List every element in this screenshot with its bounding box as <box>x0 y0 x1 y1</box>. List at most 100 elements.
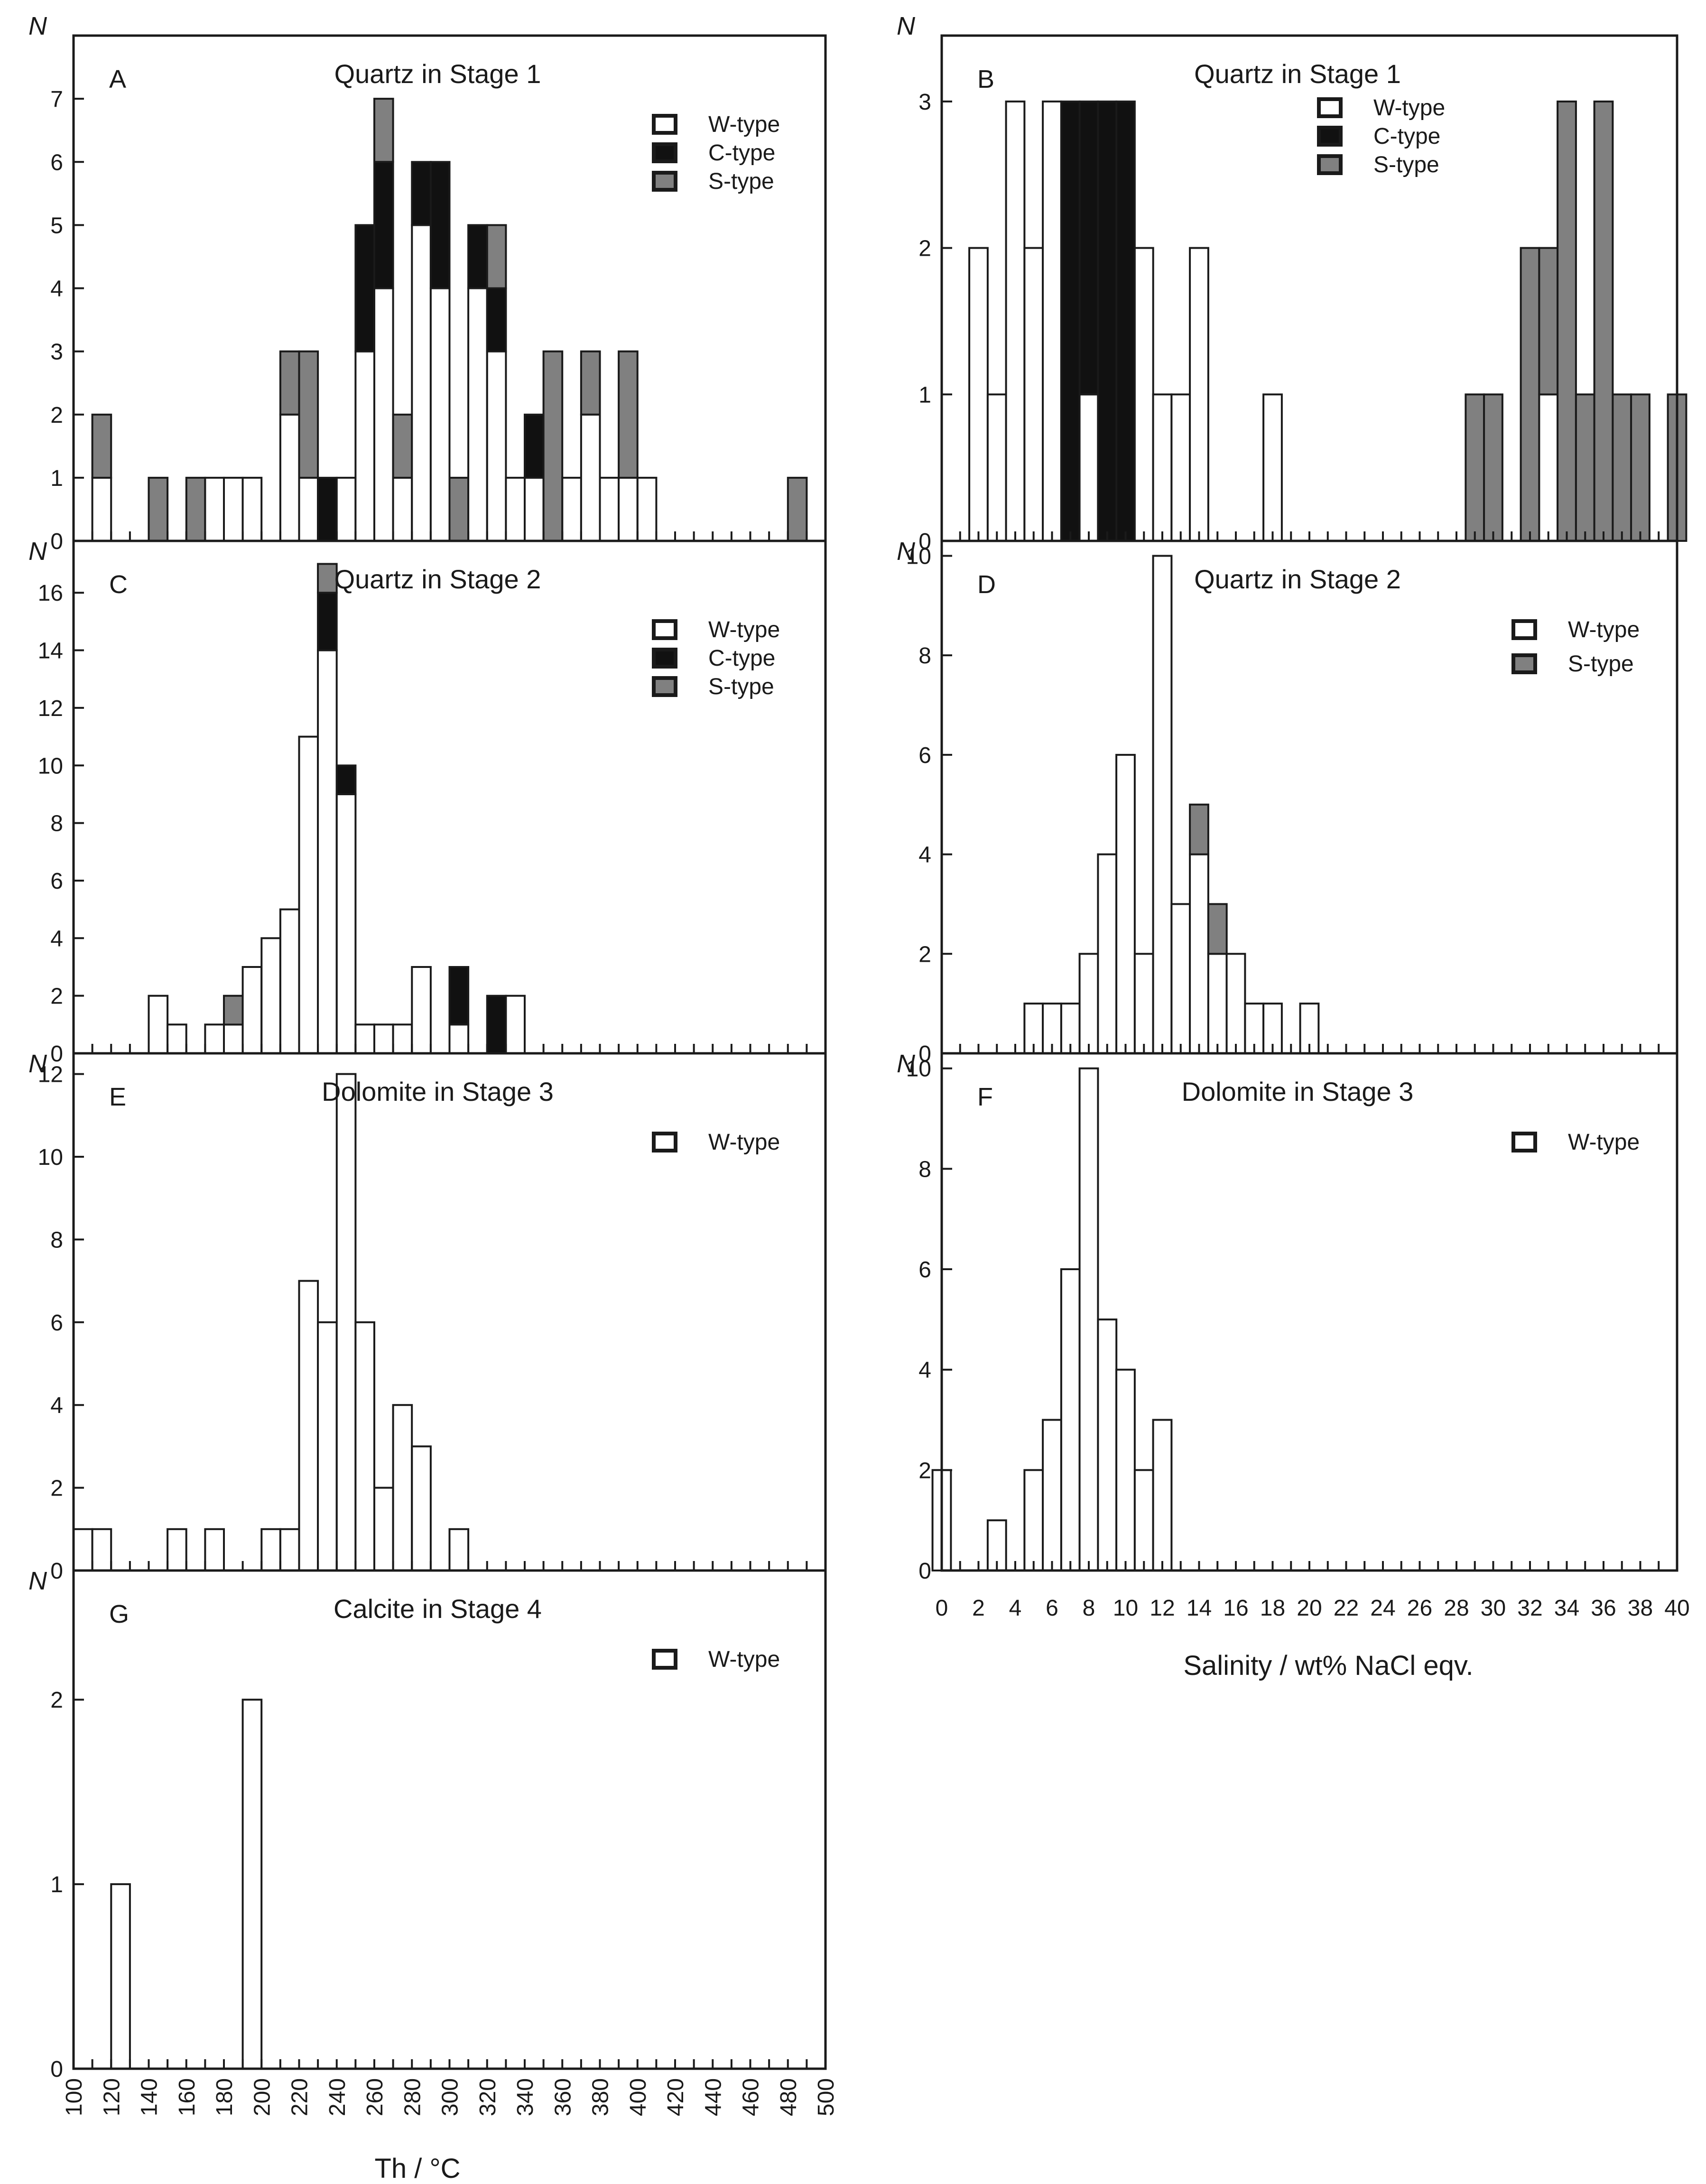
legend-swatch-a-c-type <box>652 142 677 163</box>
y-tick-label-b-3: 3 <box>918 90 931 115</box>
bar-c-240-c-type <box>335 764 357 796</box>
x-tick-label-th-340: 340 <box>513 2078 538 2116</box>
bar-a-340-w-type <box>524 476 545 542</box>
y-tick-label-a-3: 3 <box>50 340 63 365</box>
bar-a-230-c-type <box>317 476 338 542</box>
legend-label-a-w-type: W-type <box>708 112 780 137</box>
y-tick-label-e-0: 0 <box>50 1559 63 1584</box>
y-tick-label-e-4: 4 <box>50 1393 63 1418</box>
x-tick-label-th-360: 360 <box>550 2078 575 2116</box>
bar-a-340-c-type <box>524 413 545 479</box>
panel-letter-f: F <box>977 1083 993 1111</box>
panel-title-g: Calcite in Stage 4 <box>334 1594 542 1624</box>
bar-c-230-w-type <box>317 649 338 1054</box>
y-tick-label-d-8: 8 <box>918 643 931 669</box>
bar-e-150-w-type <box>167 1528 187 1572</box>
bar-a-160-s-type <box>185 476 206 542</box>
x-tick-label-th-160: 160 <box>175 2078 200 2116</box>
bar-e-220-w-type <box>298 1280 319 1572</box>
x-tick-label-th-280: 280 <box>400 2078 425 2116</box>
bar-b-14-w-type <box>1189 247 1209 542</box>
bar-a-380-w-type <box>599 476 620 542</box>
bar-f-8-w-type <box>1078 1067 1099 1571</box>
bar-a-290-w-type <box>429 287 451 542</box>
bar-a-110-w-type <box>91 476 112 542</box>
bar-e-270-w-type <box>392 1404 413 1571</box>
bar-a-140-s-type <box>148 476 169 542</box>
y-tick-label-a-6: 6 <box>50 150 63 175</box>
bar-a-320-w-type <box>486 350 507 542</box>
bar-c-200-w-type <box>260 937 281 1055</box>
x-tick-label-sal-16: 16 <box>1223 1596 1248 1621</box>
x-tick-label-sal-10: 10 <box>1113 1596 1138 1621</box>
y-tick-label-a-0: 0 <box>50 529 63 554</box>
bar-a-320-c-type <box>486 287 507 353</box>
x-tick-label-th-460: 460 <box>739 2078 764 2116</box>
legend-label-c-c-type: C-type <box>708 646 775 671</box>
panel-b: 0 1 2 3 N B Quartz in Stage 1 W-type C-type S-typ… <box>897 12 1687 554</box>
bar-b-35-s-type <box>1575 393 1595 542</box>
bar-b-29-s-type <box>1465 393 1485 542</box>
bar-c-280-w-type <box>411 966 432 1054</box>
y-tick-label-d-10: 10 <box>906 544 931 569</box>
panel-a: 0 1 2 3 4 5 6 7 N A Quartz in Stage 1 W-type C-type S… <box>28 12 827 554</box>
y-tick-label-c-16: 16 <box>38 581 63 606</box>
y-axis-symbol-c: N <box>28 537 47 566</box>
panel-title-b: Quartz in Stage 1 <box>1194 59 1401 89</box>
bar-b-36-s-type <box>1593 100 1614 542</box>
panel-c: 0 2 4 6 8 10 12 14 16 N C Quartz in Stage 2 W-type C-… <box>28 537 827 1067</box>
legend-swatch-c-w-type <box>652 619 677 640</box>
x-tick-label-th-220: 220 <box>287 2078 313 2116</box>
x-tick-label-th-320: 320 <box>475 2078 501 2116</box>
y-axis-symbol-g: N <box>28 1567 47 1595</box>
panel-letter-c: C <box>109 570 128 599</box>
bar-a-280-c-type <box>411 161 432 226</box>
y-axis-symbol-f: N <box>897 1050 916 1078</box>
legend-swatch-c-s-type <box>652 676 677 697</box>
y-tick-label-c-4: 4 <box>50 926 63 951</box>
bar-a-260-w-type <box>373 287 394 542</box>
x-tick-label-sal-4: 4 <box>1009 1596 1022 1621</box>
bar-f-7-w-type <box>1060 1268 1081 1571</box>
bar-a-320-s-type <box>486 224 507 289</box>
x-tick-label-sal-18: 18 <box>1260 1596 1285 1621</box>
bar-f-9-w-type <box>1097 1318 1118 1571</box>
bar-b-4-w-type <box>1005 100 1026 542</box>
y-tick-label-c-10: 10 <box>38 753 63 779</box>
bar-b-8-c-type <box>1078 100 1099 396</box>
y-tick-label-c-0: 0 <box>50 1041 63 1067</box>
y-tick-label-b-1: 1 <box>918 382 931 408</box>
y-tick-label-g-0: 0 <box>50 2057 63 2082</box>
x-tick-label-sal-32: 32 <box>1517 1596 1542 1621</box>
bar-a-400-w-type <box>636 476 658 542</box>
x-tick-label-sal-38: 38 <box>1628 1596 1653 1621</box>
legend-swatch-c-c-type <box>652 648 677 669</box>
bar-d-14-s-type <box>1189 803 1209 855</box>
x-tick-label-th-480: 480 <box>776 2078 801 2116</box>
bar-c-210-w-type <box>279 908 300 1054</box>
bar-b-2-w-type <box>968 247 989 542</box>
bar-c-300-w-type <box>448 1023 470 1055</box>
bar-f-6-w-type <box>1042 1419 1062 1571</box>
x-tick-label-th-500: 500 <box>814 2078 839 2116</box>
bar-c-260-w-type <box>373 1023 394 1055</box>
panel-letter-a: A <box>109 65 126 93</box>
bar-e-230-w-type <box>317 1321 338 1572</box>
x-tick-label-sal-28: 28 <box>1444 1596 1469 1621</box>
legend-label-a-c-type: C-type <box>708 140 775 166</box>
bar-a-370-s-type <box>580 350 601 416</box>
bar-d-14-w-type <box>1189 853 1209 1054</box>
y-tick-label-c-2: 2 <box>50 984 63 1009</box>
x-tick-label-sal-24: 24 <box>1370 1596 1395 1621</box>
bar-g-120-w-type <box>110 1883 131 2070</box>
y-tick-label-f-10: 10 <box>906 1057 931 1082</box>
x-tick-label-sal-2: 2 <box>972 1596 985 1621</box>
bar-f-10-w-type <box>1115 1368 1136 1571</box>
bar-c-180-s-type <box>223 994 244 1026</box>
y-tick-label-g-2: 2 <box>50 1688 63 1713</box>
panel-letter-e: E <box>109 1083 126 1111</box>
y-axis-symbol-e: N <box>28 1050 47 1078</box>
panel-title-e: Dolomite in Stage 3 <box>322 1077 554 1106</box>
bar-c-170-w-type <box>204 1023 225 1055</box>
